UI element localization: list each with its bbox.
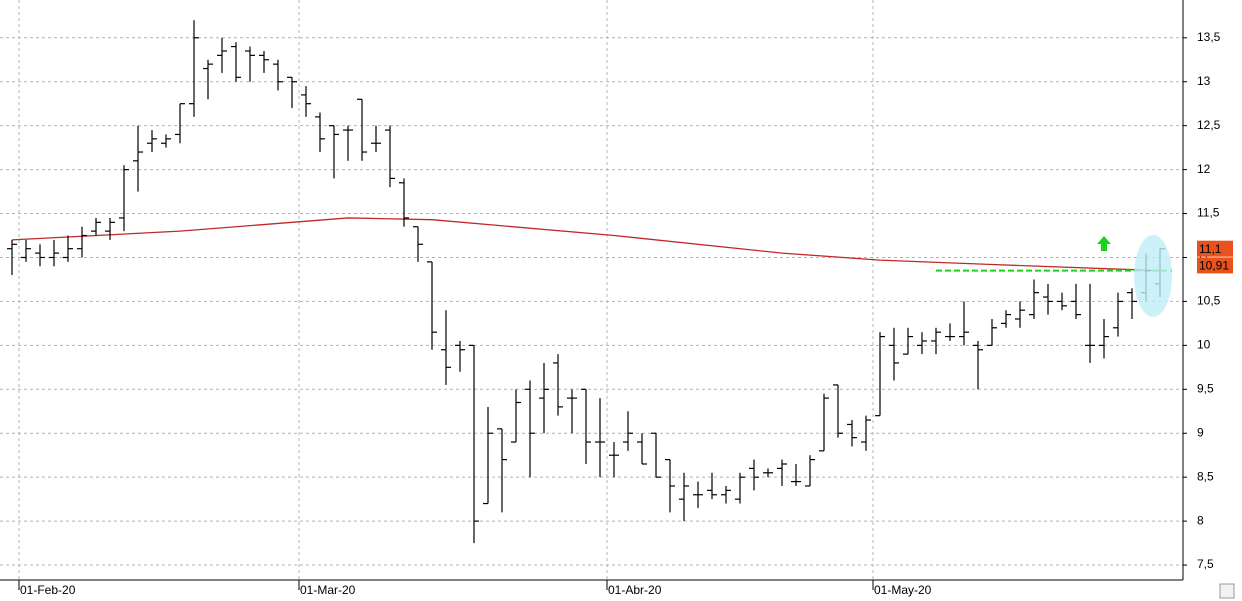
y-tick-label: 9 <box>1197 425 1204 439</box>
y-tick-label: 13 <box>1197 74 1211 88</box>
price-tag-label: 11,1 <box>1199 242 1222 256</box>
price-tag-label: 10,91 <box>1199 259 1229 273</box>
y-tick-label: 9,5 <box>1197 381 1214 395</box>
y-tick-label: 13,5 <box>1197 30 1221 44</box>
y-tick-label: 10 <box>1197 338 1211 352</box>
x-tick-label: 01-Mar-20 <box>300 583 356 597</box>
y-tick-label: 7,5 <box>1197 557 1214 571</box>
settings-icon[interactable] <box>1219 583 1235 599</box>
y-tick-label: 10,5 <box>1197 294 1221 308</box>
highlight-ellipse <box>1134 235 1172 317</box>
y-tick-label: 12,5 <box>1197 118 1221 132</box>
price-tag <box>1197 257 1233 274</box>
y-tick-label: 12 <box>1197 162 1211 176</box>
y-tick-label: 8 <box>1197 513 1204 527</box>
x-tick-label: 01-May-20 <box>874 583 932 597</box>
price-tag <box>1197 240 1233 257</box>
moving-average <box>11 217 1161 272</box>
x-tick-label: 01-Feb-20 <box>20 583 76 597</box>
y-tick-label: 8,5 <box>1197 469 1214 483</box>
x-tick-label: 01-Abr-20 <box>608 583 662 597</box>
up-arrow <box>1097 236 1111 251</box>
y-tick-label: 11,5 <box>1197 206 1220 220</box>
